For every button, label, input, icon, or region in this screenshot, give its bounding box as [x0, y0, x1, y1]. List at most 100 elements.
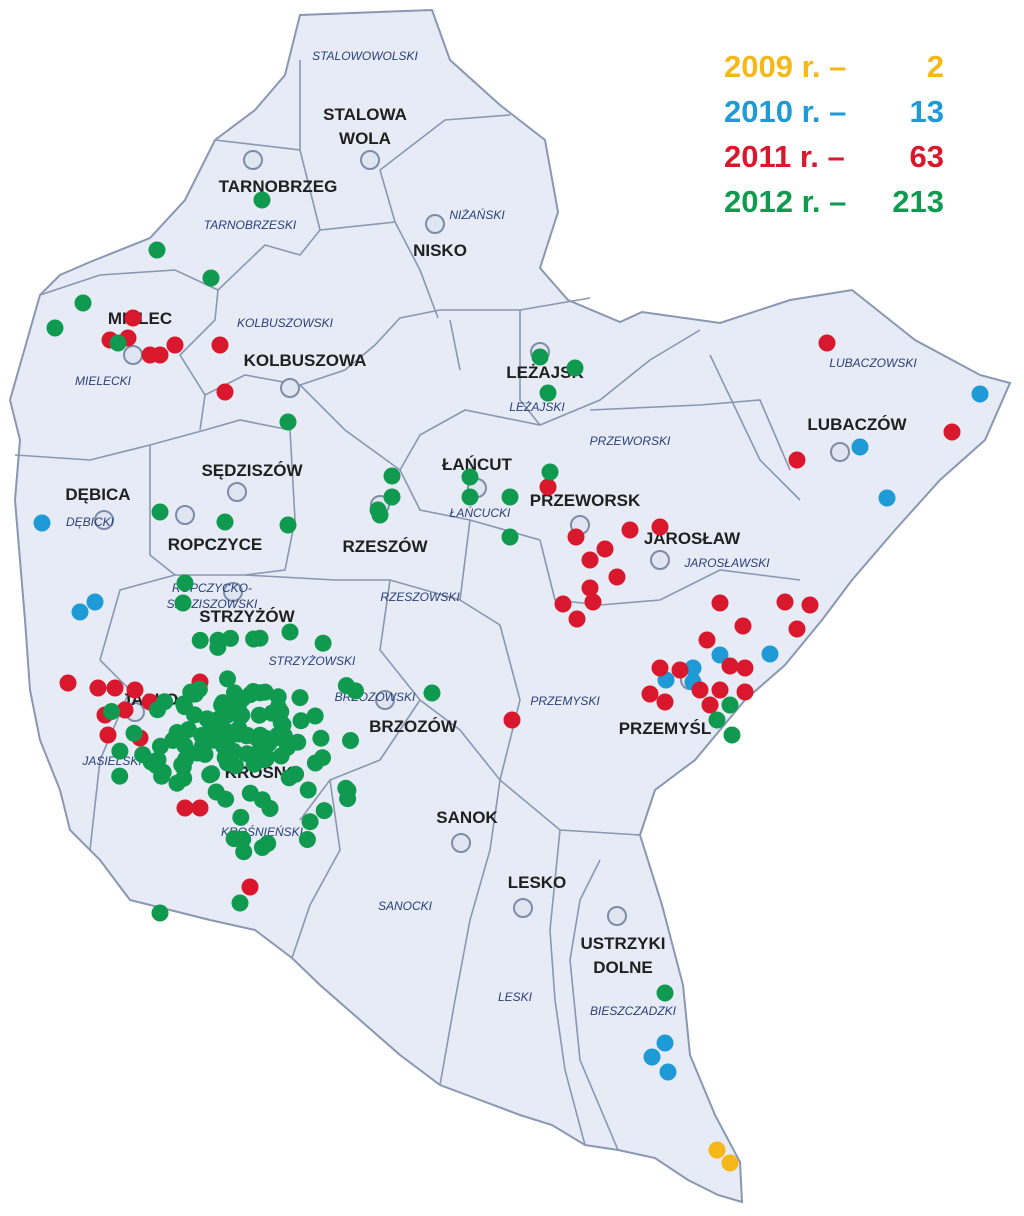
- county-label: RZESZOWSKI: [380, 590, 460, 604]
- legend-row-2010: 2010 r. – 13: [724, 89, 944, 134]
- occurrence-point: [691, 681, 709, 699]
- county-border: [539, 539, 801, 606]
- occurrence-point: [423, 684, 441, 702]
- county-border: [178, 229, 591, 397]
- occurrence-point: [566, 359, 584, 377]
- occurrence-point: [71, 603, 89, 621]
- occurrence-point: [643, 1048, 661, 1066]
- town-marker-icon: [607, 906, 627, 926]
- county-label: MIELECKI: [75, 374, 132, 388]
- occurrence-point: [253, 791, 271, 809]
- occurrence-point: [337, 677, 355, 695]
- county-border: [299, 699, 421, 821]
- occurrence-point: [788, 451, 806, 469]
- occurrence-point: [851, 438, 869, 456]
- town-marker-icon: [375, 690, 395, 710]
- occurrence-point: [383, 467, 401, 485]
- occurrence-point: [651, 659, 669, 677]
- legend-count: 63: [909, 139, 944, 174]
- occurrence-point: [461, 468, 479, 486]
- legend-year: 2010 r. –: [724, 94, 847, 129]
- county-border: [439, 779, 501, 1086]
- occurrence-point: [211, 336, 229, 354]
- occurrence-point: [99, 726, 117, 744]
- county-border: [589, 399, 791, 471]
- occurrence-point: [651, 518, 669, 536]
- occurrence-point: [233, 706, 251, 724]
- occurrence-point: [197, 729, 215, 747]
- legend-year: 2011 r. –: [724, 139, 845, 174]
- county-label: BIESZCZADZKI: [590, 1004, 677, 1018]
- occurrence-point: [788, 620, 806, 638]
- occurrence-point: [234, 830, 252, 848]
- occurrence-point: [721, 657, 739, 675]
- occurrence-point: [235, 843, 253, 861]
- occurrence-point: [291, 689, 309, 707]
- occurrence-point: [168, 774, 186, 792]
- occurrence-point: [314, 634, 332, 652]
- county-label: JASIELSKI: [81, 754, 142, 768]
- occurrence-point: [539, 478, 557, 496]
- occurrence-point: [315, 802, 333, 820]
- county-border: [199, 394, 206, 431]
- occurrence-point: [74, 294, 92, 312]
- county-label: DĘBICKI: [66, 515, 115, 529]
- town-label: BRZOZÓW: [369, 717, 458, 736]
- town-marker-icon: [175, 505, 195, 525]
- town-marker-icon: [123, 345, 143, 365]
- legend-year: 2012 r. –: [724, 184, 847, 219]
- town-label: KOLBUSZOWA: [244, 351, 367, 370]
- occurrence-point: [301, 813, 319, 831]
- occurrence-point: [148, 241, 166, 259]
- occurrence-point: [241, 878, 259, 896]
- occurrence-point: [176, 574, 194, 592]
- county-label: NIŻAŃSKI: [449, 207, 505, 222]
- occurrence-point: [268, 702, 286, 720]
- occurrence-point: [166, 336, 184, 354]
- occurrence-point: [818, 334, 836, 352]
- occurrence-point: [671, 661, 689, 679]
- occurrence-point: [126, 681, 144, 699]
- occurrence-point: [299, 781, 317, 799]
- town-label: NISKO: [413, 241, 467, 260]
- occurrence-point: [339, 790, 357, 808]
- occurrence-point: [503, 711, 521, 729]
- occurrence-point: [280, 769, 298, 787]
- town-labels: STALOWAWOLATARNOBRZEGNISKOMIELECKOLBUSZO…: [65, 105, 907, 977]
- occurrence-point: [191, 799, 209, 817]
- voivodeship-map: [8, 8, 1012, 1204]
- town-label: TARNOBRZEG: [219, 177, 338, 196]
- occurrence-point: [656, 984, 674, 1002]
- occurrence-point: [237, 727, 255, 745]
- occurrence-point: [156, 693, 174, 711]
- occurrence-point: [241, 686, 259, 704]
- county-label: PRZEWORSKI: [590, 434, 671, 448]
- town-label: PRZEMYŚL: [619, 719, 712, 738]
- occurrence-point: [151, 503, 169, 521]
- voivodeship-outline: [8, 8, 1012, 1204]
- town-label: LEŻAJSK: [506, 363, 584, 382]
- occurrence-point: [124, 309, 142, 327]
- town-marker-icon: [830, 442, 850, 462]
- occurrence-point: [176, 737, 194, 755]
- occurrence-point: [878, 489, 896, 507]
- county-border: [569, 859, 619, 1151]
- occurrence-point: [209, 631, 227, 649]
- county-border: [709, 354, 801, 501]
- town-label: ŁAŃCUT: [442, 455, 512, 474]
- town-label: USTRZYKI DOLNE: [581, 934, 666, 977]
- town-marker-icon: [451, 833, 471, 853]
- occurrence-point: [608, 568, 626, 586]
- occurrence-point: [708, 1141, 726, 1159]
- occurrence-points: [33, 191, 989, 1172]
- occurrence-point: [501, 528, 519, 546]
- occurrence-point: [201, 766, 219, 784]
- occurrence-point: [116, 701, 134, 719]
- occurrence-point: [151, 346, 169, 364]
- legend-row-2011: 2011 r. – 63: [724, 134, 944, 179]
- county-border: [394, 221, 439, 319]
- county-border: [39, 269, 219, 296]
- town-label: STALOWA WOLA: [323, 105, 407, 148]
- county-border: [89, 659, 131, 851]
